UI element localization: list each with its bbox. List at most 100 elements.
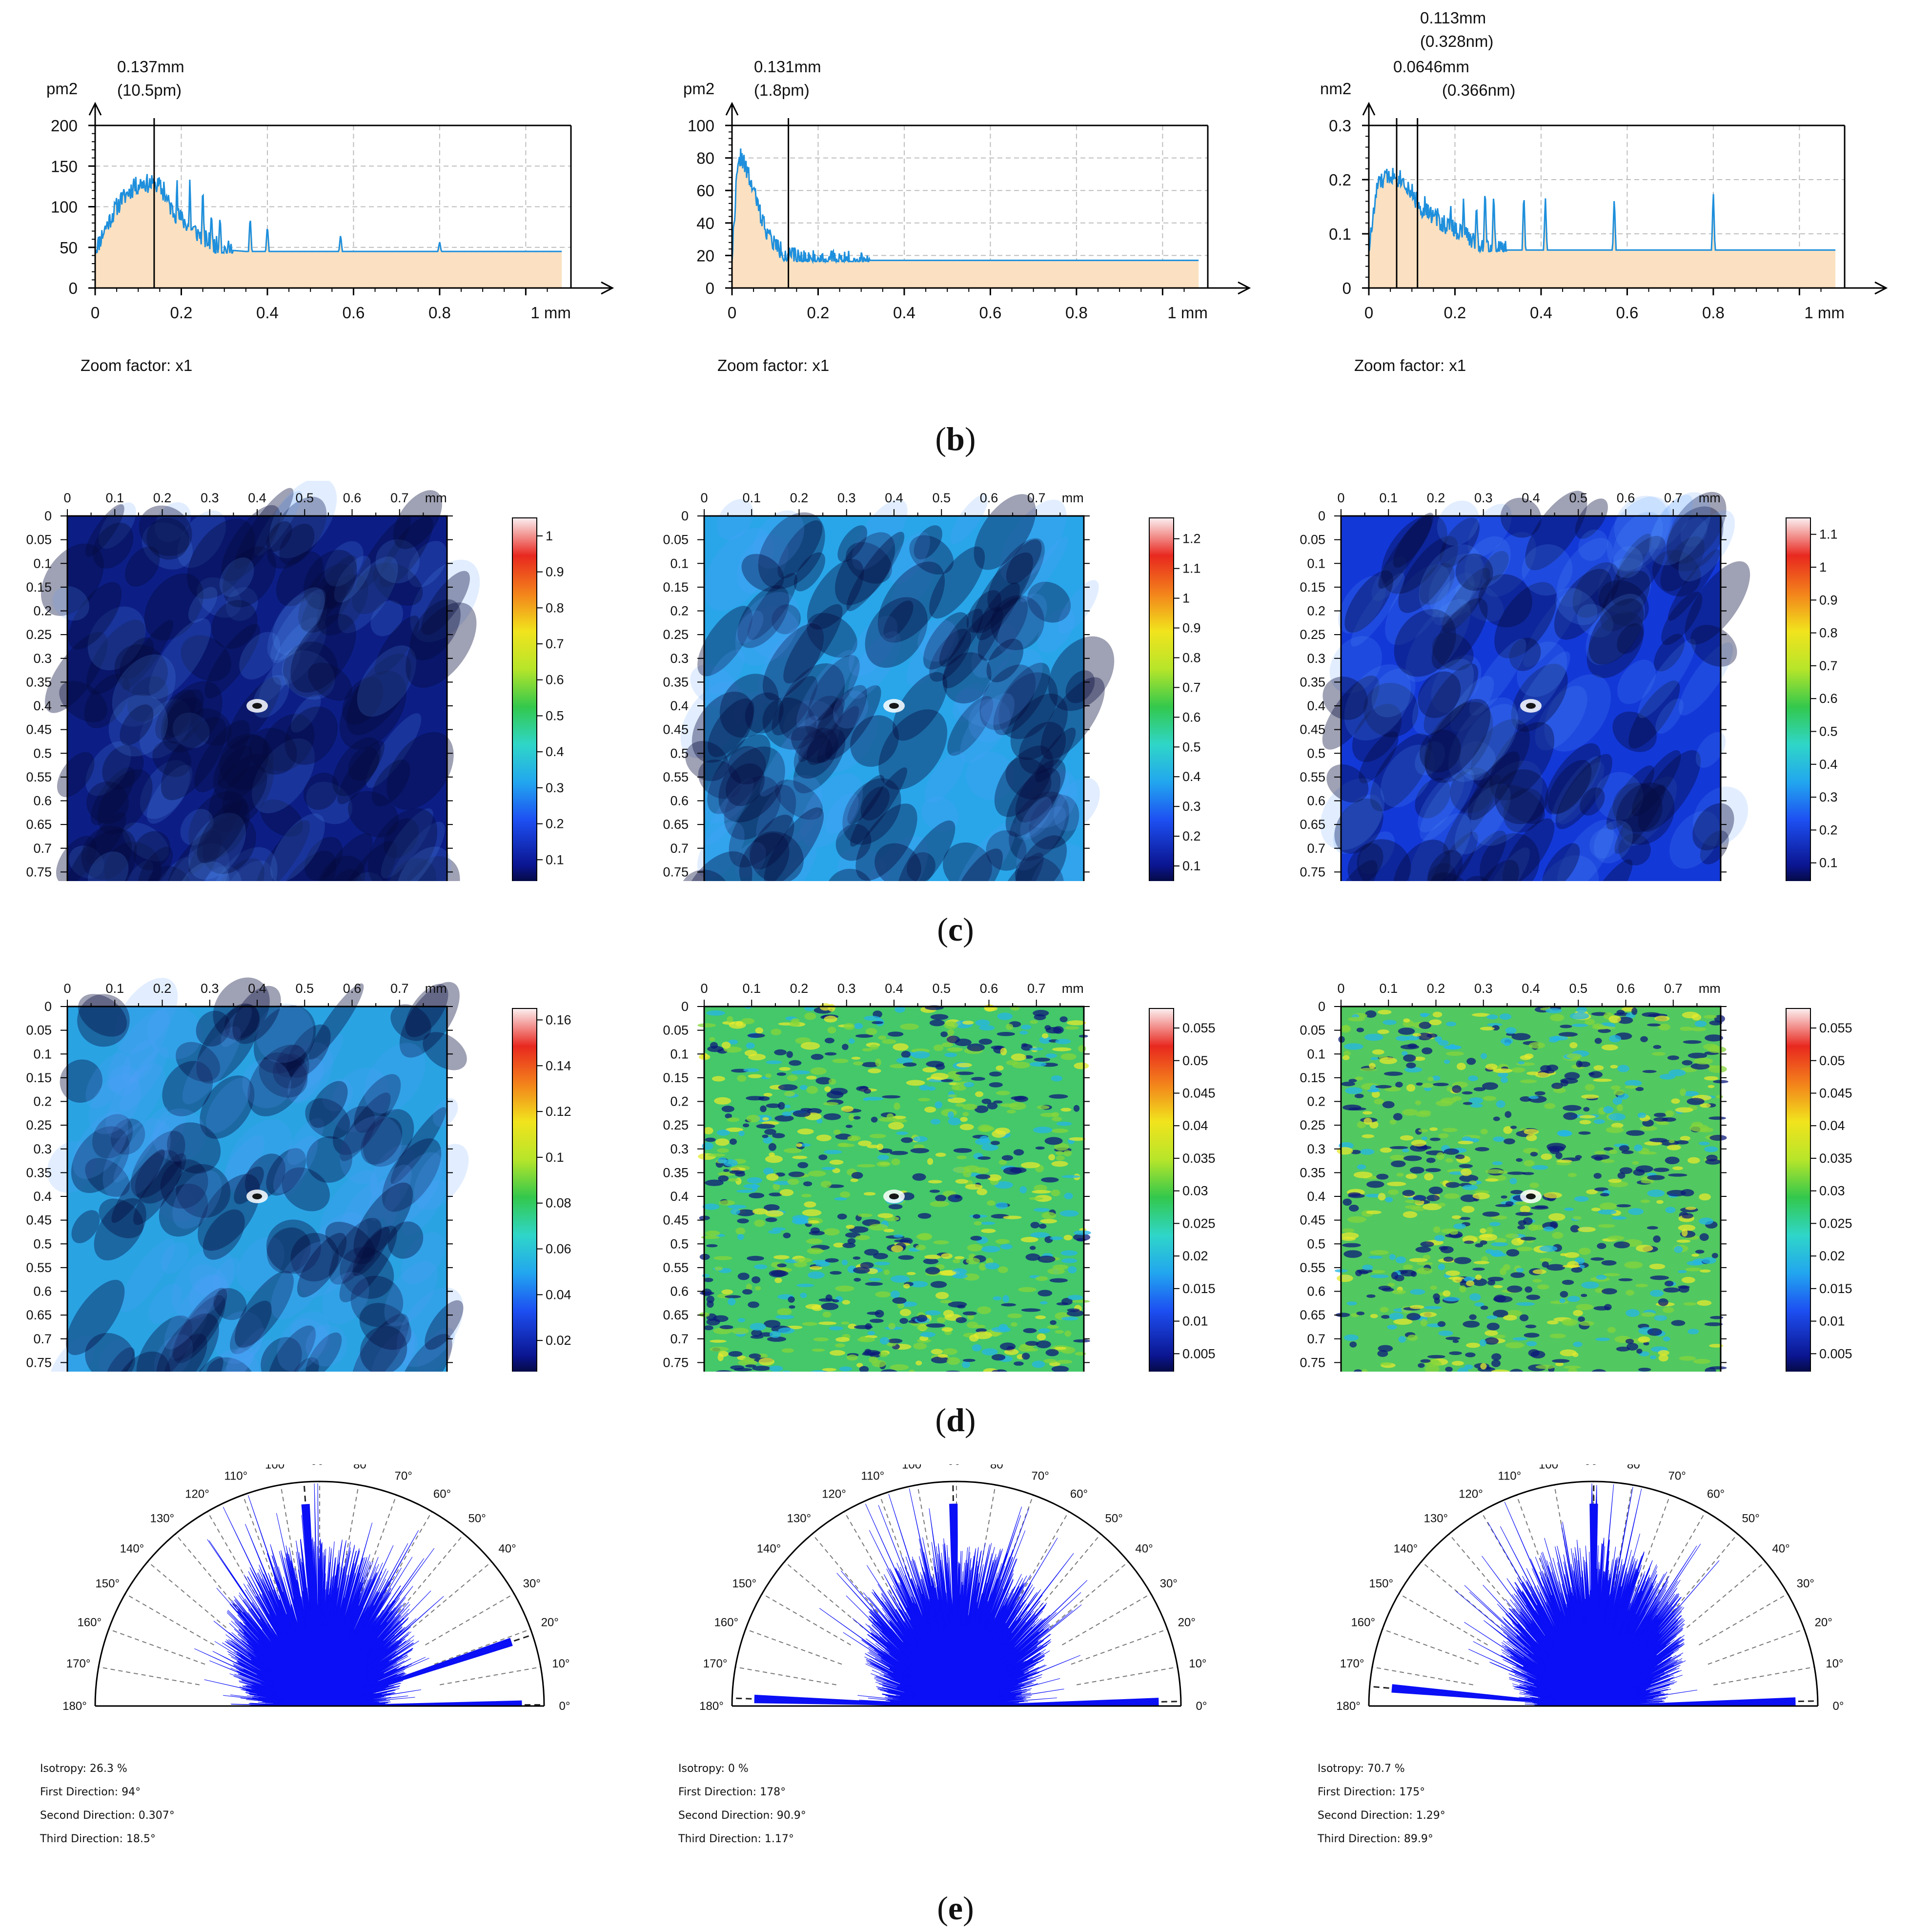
autocorrelation-map-d3: 0 0.1 0.2 0.3 0.4 0.5 0.6 0.7 mm00.050.10.150.20… bbox=[1300, 981, 1852, 1372]
y-tick-label: 0.65 bbox=[26, 817, 52, 832]
texture-blob bbox=[823, 1113, 841, 1120]
angle-guide bbox=[1382, 1628, 1479, 1665]
texture-blob bbox=[332, 737, 381, 796]
texture-blob bbox=[845, 1125, 853, 1128]
texture-blob bbox=[1381, 1315, 1390, 1319]
texture-blob bbox=[1480, 1027, 1495, 1030]
texture-blob bbox=[763, 1204, 780, 1211]
texture-blob bbox=[1467, 751, 1520, 821]
texture-blob bbox=[1040, 1301, 1048, 1305]
texture-blob bbox=[393, 490, 442, 549]
texture-blob bbox=[1037, 608, 1075, 653]
texture-blob bbox=[1433, 1083, 1449, 1087]
colorbar-tick-label: 0.4 bbox=[546, 744, 564, 759]
texture-blob bbox=[702, 1274, 710, 1277]
texture-blob bbox=[176, 861, 230, 881]
texture-blob bbox=[792, 1155, 808, 1159]
texture-blob bbox=[1540, 1258, 1552, 1262]
texture-blob bbox=[225, 587, 258, 621]
texture-blob bbox=[817, 706, 859, 763]
second-direction: Second Direction: 1.29° bbox=[1318, 1809, 1445, 1822]
texture-blob bbox=[891, 1275, 910, 1283]
texture-blob bbox=[1654, 634, 1685, 672]
texture-blob bbox=[1658, 1354, 1668, 1362]
texture-blob bbox=[741, 554, 784, 592]
texture-blob bbox=[713, 1256, 732, 1260]
texture-blob bbox=[1357, 839, 1411, 881]
texture-blob bbox=[1469, 1314, 1477, 1320]
texture-blob bbox=[1035, 1146, 1045, 1150]
texture-blob bbox=[1427, 1077, 1434, 1081]
texture-blob bbox=[899, 1318, 908, 1324]
rose-outline bbox=[1368, 1480, 1819, 1706]
x-tick-label: 0.3 bbox=[201, 491, 219, 505]
texture-blob bbox=[1029, 844, 1085, 881]
angle-guide bbox=[784, 1561, 864, 1628]
texture-blob bbox=[272, 850, 337, 881]
texture-blob bbox=[1679, 642, 1733, 716]
texture-blob bbox=[410, 559, 480, 642]
texture-blob bbox=[1601, 1260, 1617, 1266]
x-unit-label: mm bbox=[425, 491, 447, 505]
texture-blob bbox=[974, 1331, 992, 1339]
texture-blob bbox=[1511, 663, 1568, 732]
texture-blob bbox=[755, 1027, 763, 1034]
texture-blob bbox=[921, 796, 958, 832]
texture-blob bbox=[1548, 1213, 1565, 1221]
x-axis-arrow bbox=[1874, 281, 1888, 295]
texture-blob bbox=[1045, 1349, 1059, 1357]
texture-blob bbox=[777, 1263, 787, 1268]
texture-blob bbox=[120, 1238, 175, 1313]
angle-label: 130° bbox=[1424, 1512, 1448, 1525]
texture-blob bbox=[701, 1235, 720, 1239]
angle-label: 70° bbox=[1668, 1469, 1686, 1482]
texture-blob bbox=[789, 1305, 795, 1309]
texture-blob bbox=[1562, 1279, 1574, 1285]
texture-blob bbox=[750, 1323, 766, 1331]
texture-blob bbox=[1493, 1136, 1505, 1142]
texture-blob bbox=[1583, 1107, 1590, 1112]
texture-blob bbox=[1693, 1358, 1711, 1364]
x-tick-label: 0.3 bbox=[201, 981, 219, 996]
texture-blob bbox=[1409, 1167, 1424, 1174]
colorbar-tick-label: 0.8 bbox=[546, 600, 564, 615]
texture-blob bbox=[206, 1077, 250, 1133]
x-tick-label: 0.6 bbox=[980, 491, 998, 505]
y-tick-label: 60 bbox=[696, 182, 714, 200]
rose-stats-3: Isotropy: 70.7 % First Direction: 175° S… bbox=[1318, 1757, 1445, 1851]
texture-blob bbox=[1451, 1215, 1462, 1219]
texture-blob bbox=[867, 1312, 880, 1315]
texture-blob bbox=[1454, 783, 1511, 855]
texture-blob bbox=[697, 822, 745, 879]
texture-blob bbox=[423, 1032, 467, 1070]
angle-guide bbox=[242, 1495, 279, 1592]
texture-blob bbox=[1483, 551, 1509, 581]
y-tick-label: 0 bbox=[681, 999, 689, 1014]
texture-blob bbox=[277, 1311, 329, 1372]
texture-blob bbox=[944, 1021, 958, 1029]
texture-blob bbox=[187, 518, 256, 599]
texture-blob bbox=[732, 1328, 749, 1335]
texture-blob bbox=[1364, 1033, 1383, 1041]
texture-blob bbox=[800, 1108, 812, 1111]
colorbar-tick-label: 0.035 bbox=[1182, 1151, 1216, 1166]
texture-blob bbox=[937, 1354, 948, 1358]
texture-blob bbox=[1505, 1201, 1514, 1206]
texture-blob bbox=[995, 1128, 1010, 1135]
texture-blob bbox=[248, 728, 297, 775]
angle-guide bbox=[1448, 1533, 1516, 1613]
texture-blob bbox=[799, 1143, 811, 1147]
texture-blob bbox=[706, 1010, 726, 1016]
texture-blob bbox=[152, 740, 191, 777]
texture-blob bbox=[1064, 1192, 1073, 1199]
texture-blob bbox=[926, 1323, 945, 1328]
texture-blob bbox=[1037, 1105, 1050, 1110]
texture-blob bbox=[1653, 1045, 1662, 1049]
texture-blob bbox=[913, 1144, 925, 1150]
texture-blob bbox=[758, 512, 825, 589]
texture-blob bbox=[374, 616, 420, 675]
texture-blob bbox=[1376, 1173, 1389, 1180]
texture-blob bbox=[1047, 1325, 1059, 1329]
texture-blob bbox=[746, 1283, 752, 1291]
texture-blob bbox=[65, 1279, 125, 1356]
